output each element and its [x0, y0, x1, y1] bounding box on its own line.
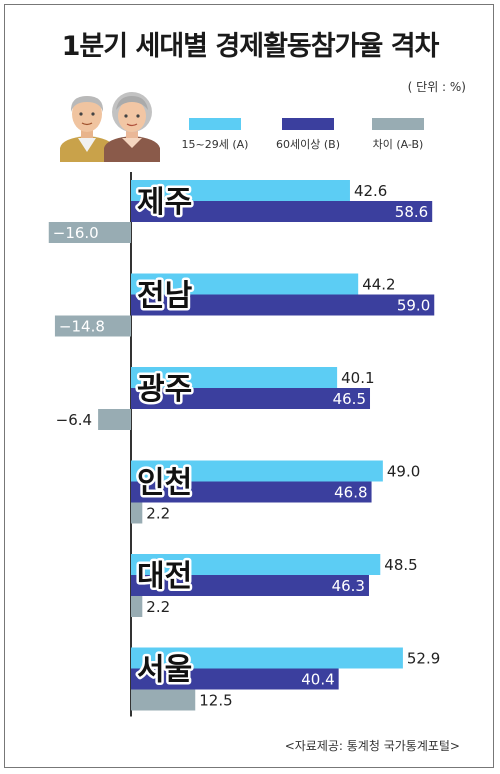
bar-b — [131, 388, 371, 409]
bar-b — [131, 575, 369, 596]
bar-b — [131, 294, 435, 316]
elderly-woman-icon — [104, 92, 160, 162]
legend-swatch-b — [282, 118, 334, 130]
unit-label: ( 단위 : %) — [407, 80, 466, 94]
data-label-diff: 2.2 — [146, 598, 170, 616]
category-label: 인천 — [137, 466, 192, 501]
legend-item-b: 60세이상 (B) — [262, 118, 354, 152]
bar-diff — [131, 689, 196, 711]
legend-swatch-diff — [372, 118, 424, 130]
category-label: 제주 — [137, 185, 192, 220]
data-label-a: 48.5 — [384, 556, 417, 574]
bar-b — [131, 201, 433, 222]
category-label: 전남 — [137, 279, 193, 314]
elderly-man-icon — [60, 96, 114, 162]
legend-item-a: 15~29세 (A) — [175, 118, 255, 152]
legend: 15~29세 (A) 60세이상 (B) 차이 (A-B) — [0, 118, 500, 158]
bar-b — [131, 668, 339, 690]
data-label-a: 40.1 — [341, 369, 374, 387]
bar-a — [131, 180, 350, 201]
data-label-b: 46.5 — [333, 390, 366, 408]
data-label-b: 46.8 — [334, 484, 367, 502]
data-label-diff: −6.4 — [56, 411, 92, 429]
bar-diff — [48, 222, 132, 243]
bar-a — [131, 647, 403, 669]
data-label-diff: 12.5 — [199, 692, 232, 710]
category-label: 광주 — [137, 372, 192, 407]
legend-label-b: 60세이상 (B) — [276, 138, 340, 151]
bar-a — [131, 460, 383, 482]
data-label-a: 42.6 — [354, 182, 387, 200]
legend-label-diff: 차이 (A-B) — [372, 138, 424, 151]
data-label-b: 58.6 — [395, 203, 428, 221]
source-note: <자료제공: 통계청 국가통계포털> — [284, 739, 460, 753]
data-label-a: 49.0 — [387, 463, 420, 481]
legend-item-diff: 차이 (A-B) — [356, 118, 440, 152]
data-label-diff: −16.0 — [53, 224, 99, 242]
bar-a — [131, 554, 381, 575]
bar-diff — [98, 409, 131, 430]
bar-diff — [131, 596, 143, 617]
bar-a — [131, 367, 338, 388]
data-label-b: 59.0 — [397, 297, 430, 315]
data-label-b: 40.4 — [301, 671, 334, 689]
bar-diff — [131, 502, 143, 524]
legend-swatch-a — [189, 118, 241, 130]
data-label-a: 44.2 — [362, 276, 395, 294]
bar-a — [131, 273, 359, 295]
bar-diff — [54, 315, 131, 337]
legend-label-a: 15~29세 (A) — [181, 138, 249, 151]
category-label: 대전 — [137, 559, 192, 594]
category-label: 서울 — [137, 653, 192, 688]
data-label-b: 46.3 — [332, 577, 365, 595]
chart-title: 1분기 세대별 경제활동참가율 격차 — [61, 31, 440, 62]
data-label-diff: −14.8 — [59, 318, 105, 336]
data-label-a: 52.9 — [407, 650, 440, 668]
bar-b — [131, 481, 372, 503]
data-label-diff: 2.2 — [146, 505, 170, 523]
